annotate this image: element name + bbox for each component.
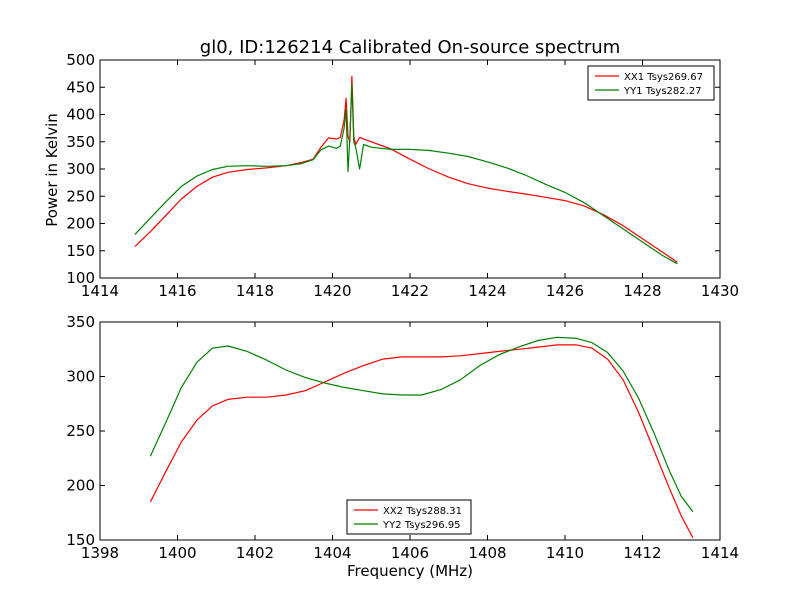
- x-tick-label: 1404: [313, 544, 351, 562]
- x-tick-label: 1422: [391, 282, 429, 300]
- y-tick-label: 350: [66, 313, 95, 331]
- series-line-xx: [134, 75, 678, 263]
- y-tick-label: 150: [66, 531, 95, 549]
- bottom-panel: 1398 1400 1402 1404 1406 1408 1410 1412 1414 150 2…: [66, 313, 739, 562]
- legend-label: YY1 Tsys282.27: [623, 86, 702, 97]
- y-tick-label: 100: [66, 269, 95, 287]
- legend-box: [346, 499, 472, 535]
- y-tick-label: 250: [66, 422, 95, 440]
- y-tick-label: 300: [66, 368, 95, 386]
- y-tick-label: 150: [66, 242, 95, 260]
- y-tick-label: 300: [66, 160, 95, 178]
- x-tick-label: 1398: [81, 544, 119, 562]
- x-tick-label: 1406: [391, 544, 429, 562]
- y-tick-label: 250: [66, 187, 95, 205]
- y-tick-label: 200: [66, 477, 95, 495]
- series-line-yy: [134, 83, 678, 265]
- legend-label: XX2 Tsys288.31: [383, 506, 462, 517]
- y-tick-label: 350: [66, 133, 95, 151]
- y-tick-label: 500: [66, 51, 95, 69]
- chart-title: gl0, ID:126214 Calibrated On-source spec…: [200, 37, 620, 58]
- legend-label: YY2 Tsys296.95: [382, 520, 461, 531]
- x-tick-label: 1426: [546, 282, 584, 300]
- x-axis-label: Frequency (MHz): [347, 562, 473, 580]
- x-tick-label: 1420: [313, 282, 351, 300]
- x-tick-label: 1418: [236, 282, 274, 300]
- y-axis-label: Power in Kelvin: [43, 113, 61, 227]
- x-tick-label: 1400: [158, 544, 196, 562]
- series-line-yy: [149, 336, 694, 513]
- x-tick-label: 1416: [158, 282, 196, 300]
- legend-box: [587, 65, 715, 101]
- x-tick-label: 1410: [546, 544, 584, 562]
- x-tick-label: 1402: [236, 544, 274, 562]
- x-tick-label: 1430: [701, 282, 739, 300]
- legend-label: XX1 Tsys269.67: [624, 72, 703, 83]
- x-tick-label: 1428: [623, 282, 661, 300]
- x-tick-label: 1414: [701, 544, 739, 562]
- x-tick-label: 1424: [468, 282, 506, 300]
- y-tick-label: 450: [66, 78, 95, 96]
- series-line-xx: [149, 344, 694, 539]
- y-tick-label: 200: [66, 215, 95, 233]
- x-tick-label: 1412: [623, 544, 661, 562]
- top-panel: 1414 1416 1418 1420 1422 1424 1426 1428 1430 100 1…: [66, 51, 739, 300]
- x-tick-label: 1408: [468, 544, 506, 562]
- y-tick-label: 400: [66, 106, 95, 124]
- x-tick-label: 1414: [81, 282, 119, 300]
